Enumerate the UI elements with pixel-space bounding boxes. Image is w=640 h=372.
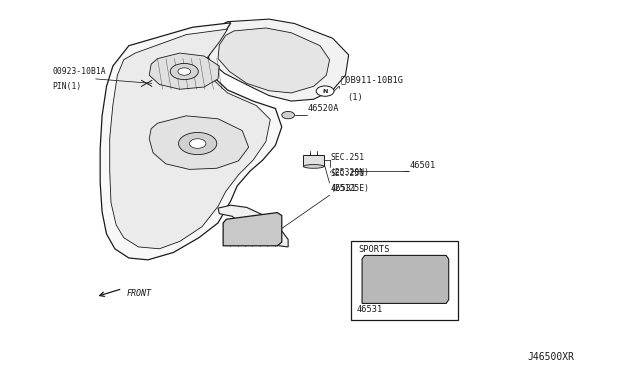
Polygon shape [223,212,282,246]
Text: SPORTS: SPORTS [358,245,390,254]
Text: ⓝ0B911-10B1G: ⓝ0B911-10B1G [340,76,403,84]
Text: J46500XR: J46500XR [527,352,574,362]
Bar [351,241,458,320]
Text: (1): (1) [347,93,362,102]
Text: (25125E): (25125E) [330,184,369,193]
Text: 46531: 46531 [330,184,356,193]
Text: N: N [323,89,328,94]
Polygon shape [218,28,330,93]
Polygon shape [100,23,282,260]
Circle shape [282,112,294,119]
Ellipse shape [303,164,324,168]
Text: SEC.251: SEC.251 [330,169,364,178]
Polygon shape [303,155,324,166]
Text: (25320N): (25320N) [330,168,369,177]
Polygon shape [149,116,248,169]
Circle shape [178,68,191,75]
Polygon shape [109,29,270,249]
Text: SEC.251: SEC.251 [330,153,364,162]
Polygon shape [218,205,288,247]
Text: 46531: 46531 [357,305,383,314]
Circle shape [179,132,217,155]
Text: PIN(1): PIN(1) [52,82,82,91]
Circle shape [189,139,206,148]
Text: FRONT: FRONT [126,289,151,298]
Circle shape [316,86,334,96]
Text: 00923-10B1A: 00923-10B1A [52,67,106,76]
Circle shape [170,63,198,80]
Polygon shape [205,19,349,101]
Text: 46501: 46501 [409,161,435,170]
Text: 46520A: 46520A [307,104,339,113]
Polygon shape [362,256,449,304]
Polygon shape [149,53,220,89]
